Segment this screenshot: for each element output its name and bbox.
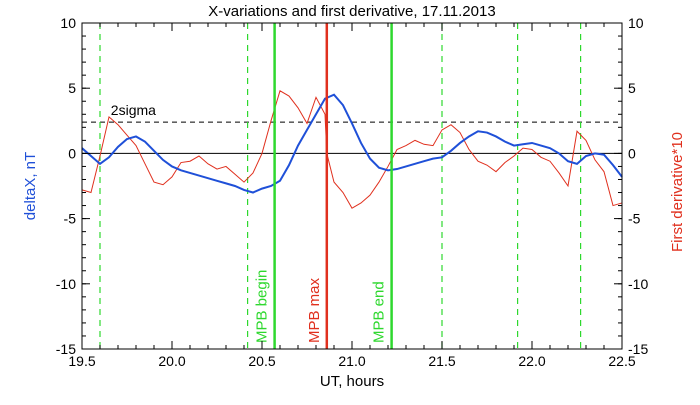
y-right-tick-label: 5 — [628, 80, 636, 96]
x-axis-title: UT, hours — [320, 373, 384, 390]
y-left-tick-label: -15 — [56, 341, 76, 357]
x-tick-label: 21.5 — [428, 353, 455, 369]
y-right-tick-label: -15 — [628, 341, 648, 357]
mpb-marker-label: MPB begin — [254, 270, 271, 343]
mpb-marker-label: MPB max — [306, 277, 323, 343]
y-right-tick-label: 10 — [628, 15, 644, 31]
y-left-tick-label: -10 — [56, 276, 76, 292]
y-left-tick-label: 10 — [60, 15, 76, 31]
x-tick-label: 20.5 — [248, 353, 275, 369]
sigma-label: 2sigma — [111, 102, 156, 118]
x-tick-label: 22.0 — [518, 353, 545, 369]
x-tick-label: 22.5 — [608, 353, 635, 369]
x-tick-label: 19.5 — [68, 353, 95, 369]
y-left-tick-label: 5 — [68, 80, 76, 96]
y-axis-right-title: First derivative*10 — [669, 132, 686, 252]
series-line-derivative — [81, 90, 623, 209]
y-axis-left-title: deltaX, nT — [22, 152, 39, 220]
x-tick-label: 20.0 — [158, 353, 185, 369]
y-left-tick-label: -5 — [64, 211, 77, 227]
x-tick-label: 21.0 — [338, 353, 365, 369]
series-line-deltax — [81, 93, 623, 194]
mpb-marker-label: MPB end — [371, 281, 388, 343]
y-right-tick-label: -10 — [628, 276, 648, 292]
chart-title: X-variations and first derivative, 17.11… — [208, 3, 495, 20]
y-right-tick-label: -5 — [628, 211, 641, 227]
y-left-tick-label: 0 — [68, 145, 76, 161]
plot-frame — [81, 22, 623, 350]
y-right-tick-label: 0 — [628, 145, 636, 161]
marks-layer: MPB begin MPB max MPB end 19.5 20.0 20.5 21.0 2… — [56, 15, 649, 369]
